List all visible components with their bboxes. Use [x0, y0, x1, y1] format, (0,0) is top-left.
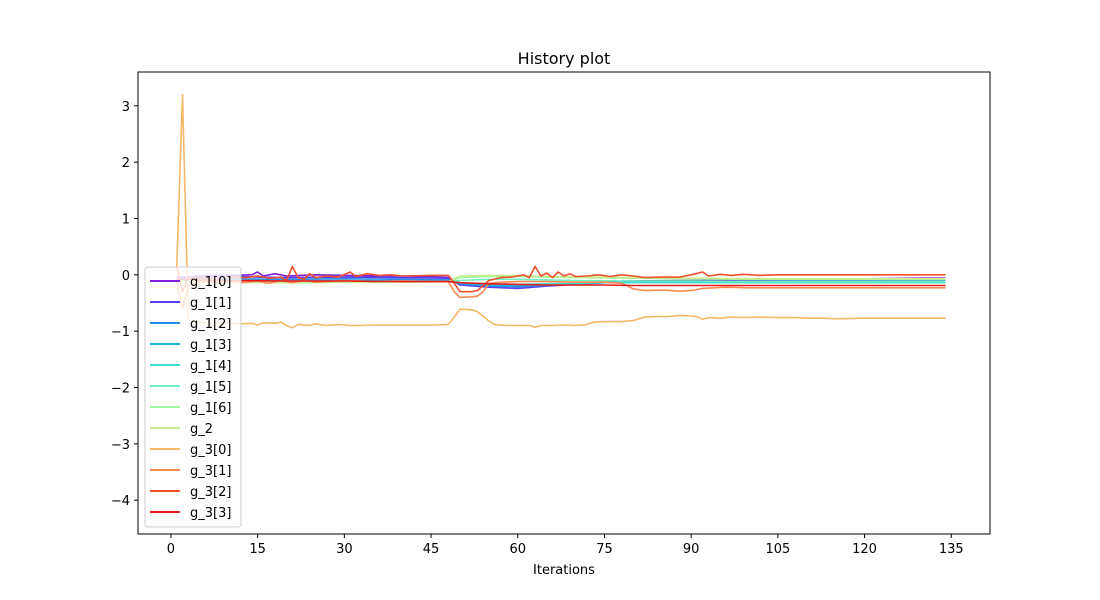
legend: g_1[0] g_1[1] g_1[2] g_1[3] g_1[4] g_1[5] g_1[…: [144, 266, 242, 528]
x-tick-label: 45: [423, 542, 440, 557]
y-axis: 3 2 1 0 −1 −2 −3 −4: [111, 100, 138, 509]
series-line-g_3[0]: [175, 93, 946, 329]
legend-label: g_1[0]: [190, 275, 231, 290]
legend-label: g_3[1]: [190, 464, 231, 479]
legend-label: g_3[0]: [190, 443, 231, 458]
legend-label: g_1[6]: [190, 401, 231, 416]
y-tick-label: −1: [111, 325, 130, 340]
x-tick-label: 0: [167, 542, 175, 557]
series-line-g_3[1]: [175, 279, 946, 310]
x-axis: 0 15 30 45 60 75 90 105 120 135: [167, 534, 964, 557]
x-axis-label: Iterations: [533, 563, 595, 578]
x-tick-label: 90: [683, 542, 700, 557]
x-tick-label: 135: [939, 542, 964, 557]
legend-label: g_1[4]: [190, 359, 231, 374]
x-tick-label: 30: [336, 542, 353, 557]
series-line-g_3[2]: [175, 265, 946, 293]
x-tick-label: 105: [765, 542, 790, 557]
legend-label: g_1[3]: [190, 338, 231, 353]
legend-box: [144, 266, 242, 528]
legend-label: g_2: [190, 422, 213, 437]
x-tick-label: 120: [852, 542, 877, 557]
y-tick-label: −4: [111, 494, 130, 509]
legend-label: g_3[3]: [190, 506, 231, 521]
chart-title: History plot: [518, 49, 611, 68]
legend-label: g_1[5]: [190, 380, 231, 395]
series-layer: [175, 93, 946, 329]
plot-frame: [137, 71, 991, 535]
y-tick-label: 3: [122, 100, 130, 115]
series-line-g_3[3]: [176, 278, 946, 287]
x-tick-label: 75: [596, 542, 613, 557]
legend-label: g_1[2]: [190, 317, 231, 332]
y-tick-label: 0: [122, 269, 130, 284]
x-tick-label: 15: [249, 542, 266, 557]
y-tick-label: 2: [122, 156, 130, 171]
legend-label: g_3[2]: [190, 485, 231, 500]
x-tick-label: 60: [509, 542, 526, 557]
legend-label: g_1[1]: [190, 296, 231, 311]
y-tick-label: −2: [111, 382, 130, 397]
y-tick-label: 1: [122, 212, 130, 227]
y-tick-label: −3: [111, 438, 130, 453]
